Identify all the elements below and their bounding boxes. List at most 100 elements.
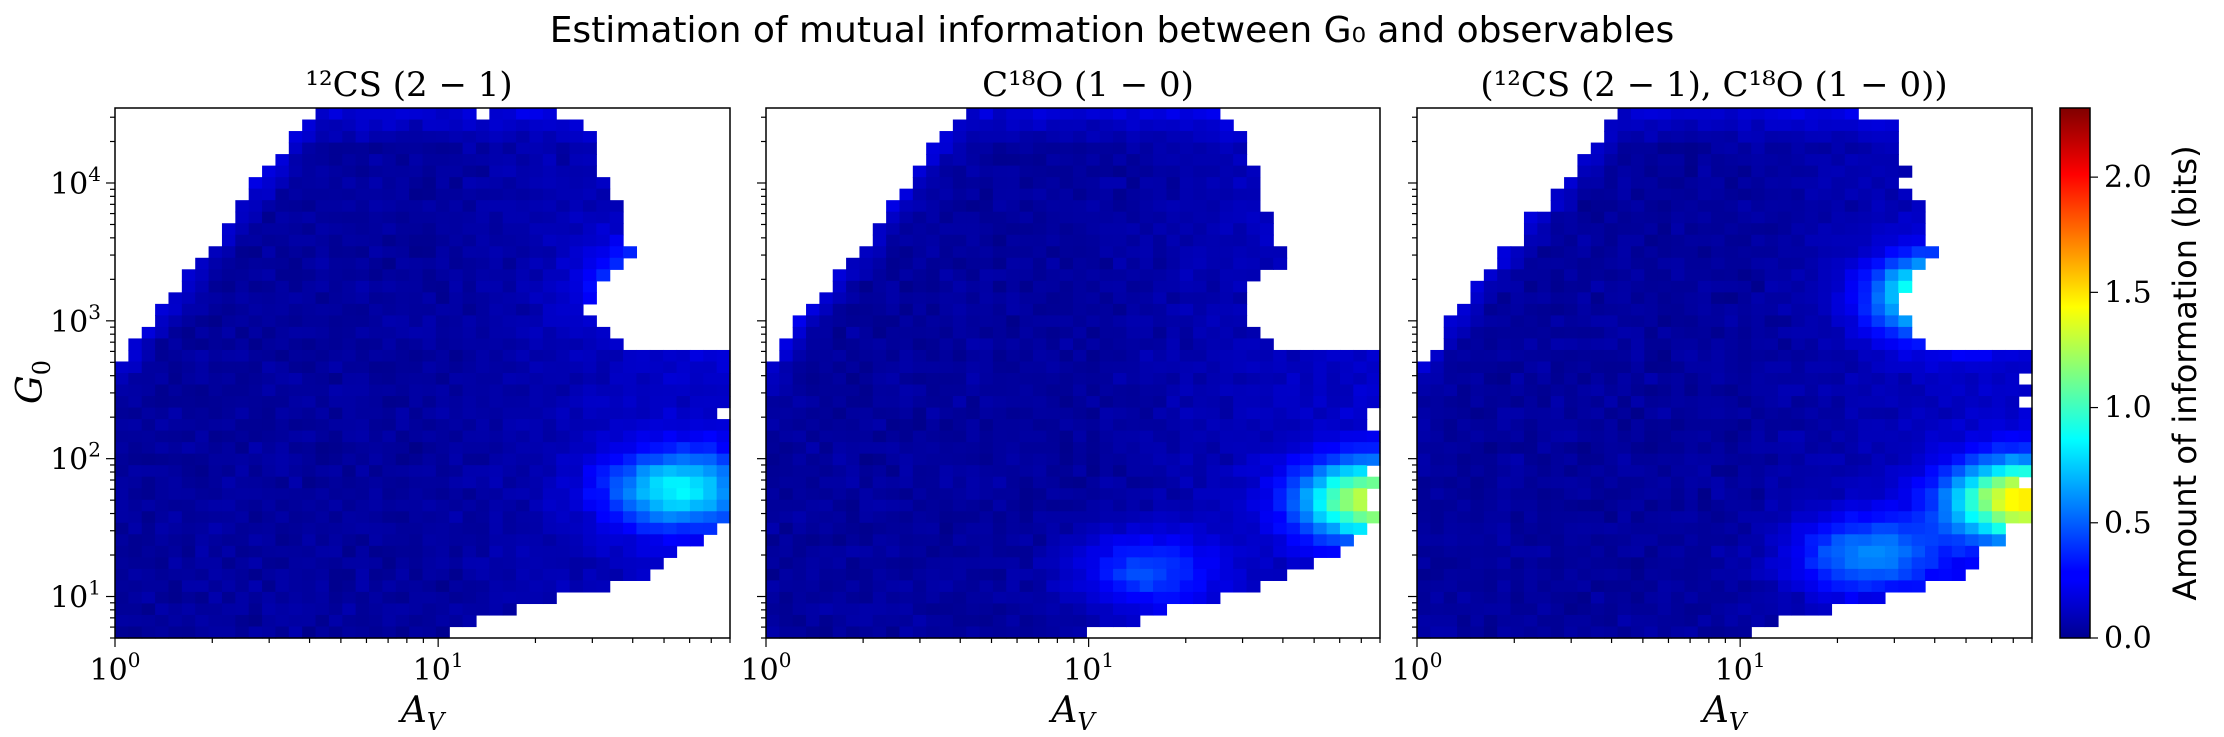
heatmap-cell xyxy=(1510,407,1525,420)
heatmap-cell xyxy=(569,234,584,247)
heatmap-cell xyxy=(409,326,424,340)
heatmap-cell xyxy=(288,154,303,167)
heatmap-cell xyxy=(1246,349,1261,363)
heatmap-cell xyxy=(1443,384,1458,397)
heatmap-cell xyxy=(1564,419,1579,432)
heatmap-cell xyxy=(502,292,517,305)
heatmap-cell xyxy=(1577,349,1592,363)
heatmap-cell xyxy=(328,384,343,397)
heatmap-cell xyxy=(979,292,994,305)
heatmap-cell xyxy=(819,603,834,616)
heatmap-cell xyxy=(221,603,236,616)
heatmap-cell xyxy=(302,396,317,409)
heatmap-cell xyxy=(1523,557,1538,570)
heatmap-cell xyxy=(1938,534,1953,547)
heatmap-cell xyxy=(992,142,1007,155)
heatmap-cell xyxy=(1644,269,1659,282)
heatmap-cell xyxy=(1590,465,1605,478)
heatmap-cell xyxy=(315,315,330,328)
heatmap-cell xyxy=(449,545,464,558)
heatmap-cell xyxy=(1657,303,1672,316)
heatmap-cell xyxy=(315,177,330,190)
heatmap-cell xyxy=(1086,442,1101,455)
heatmap-cell xyxy=(1246,257,1261,270)
heatmap-cell xyxy=(435,303,450,316)
heatmap-cell xyxy=(1925,568,1940,581)
heatmap-cell xyxy=(1086,177,1101,190)
heatmap-cell xyxy=(569,522,584,535)
heatmap-cell xyxy=(556,407,571,420)
heatmap-cell xyxy=(1126,407,1141,420)
heatmap-cell xyxy=(992,119,1007,132)
heatmap-cell xyxy=(779,349,794,363)
heatmap-cell xyxy=(1938,361,1953,374)
heatmap-cell xyxy=(369,131,383,144)
heatmap-cell xyxy=(636,568,651,581)
heatmap-cell xyxy=(952,257,967,270)
heatmap-cell xyxy=(369,591,383,605)
heatmap-cell xyxy=(1844,303,1859,316)
heatmap-cell xyxy=(1086,465,1101,478)
heatmap-cell xyxy=(422,223,437,236)
heatmap-cell xyxy=(872,315,887,328)
heatmap-cell xyxy=(1153,545,1168,558)
heatmap-cell xyxy=(623,442,638,455)
heatmap-cell xyxy=(1724,442,1739,455)
heatmap-cell xyxy=(1858,453,1873,466)
heatmap-cell xyxy=(1046,557,1061,570)
heatmap-cell xyxy=(369,488,383,501)
heatmap-cell xyxy=(689,373,704,386)
heatmap-cell xyxy=(128,453,143,466)
heatmap-cell xyxy=(1697,303,1712,316)
heatmap-cell xyxy=(1233,200,1248,213)
heatmap-cell xyxy=(582,280,597,293)
heatmap-cell xyxy=(315,442,330,455)
heatmap-cell xyxy=(542,545,557,558)
heatmap-cell xyxy=(435,488,450,501)
heatmap-cell xyxy=(663,465,678,478)
heatmap-cell xyxy=(355,326,370,340)
heatmap-cell xyxy=(1898,165,1913,178)
heatmap-cell xyxy=(1019,234,1034,247)
heatmap-cell xyxy=(1604,257,1619,270)
heatmap-cell xyxy=(1139,453,1154,466)
heatmap-cell xyxy=(1684,246,1699,259)
heatmap-cell xyxy=(1019,465,1034,478)
heatmap-cell xyxy=(1153,453,1168,466)
heatmap-cell xyxy=(502,384,517,397)
heatmap-cell xyxy=(275,292,290,305)
heatmap-cell xyxy=(475,269,490,282)
heatmap-cell xyxy=(899,557,914,570)
heatmap-cell xyxy=(832,292,847,305)
heatmap-cell xyxy=(435,626,450,639)
heatmap-cell xyxy=(596,442,611,455)
heatmap-cell xyxy=(1139,223,1154,236)
heatmap-cell xyxy=(1831,211,1846,224)
heatmap-cell xyxy=(1671,384,1685,397)
heatmap-cell xyxy=(355,177,370,190)
heatmap-cell xyxy=(1032,257,1047,270)
heatmap-cell xyxy=(663,442,678,455)
heatmap-cell xyxy=(1644,142,1659,155)
heatmap-cell xyxy=(489,292,504,305)
heatmap-cell xyxy=(1073,154,1087,167)
heatmap-cell xyxy=(155,614,170,628)
heatmap-cell xyxy=(235,338,250,351)
heatmap-cell xyxy=(556,442,571,455)
heatmap-cell xyxy=(1032,234,1047,247)
heatmap-cell xyxy=(195,568,210,581)
heatmap-cell xyxy=(1179,442,1194,455)
heatmap-cell xyxy=(1046,188,1061,201)
heatmap-cell xyxy=(529,234,544,247)
heatmap-cell xyxy=(516,234,531,247)
heatmap-cell xyxy=(529,223,544,236)
heatmap-cell xyxy=(1684,545,1699,558)
heatmap-cell xyxy=(992,326,1007,340)
heatmap-cell xyxy=(475,488,490,501)
heatmap-cell xyxy=(248,315,263,328)
heatmap-cell xyxy=(596,534,611,547)
heatmap-cell xyxy=(262,384,277,397)
heatmap-cell xyxy=(1417,614,1431,628)
heatmap-cell xyxy=(1457,419,1472,432)
heatmap-cell xyxy=(992,361,1007,374)
